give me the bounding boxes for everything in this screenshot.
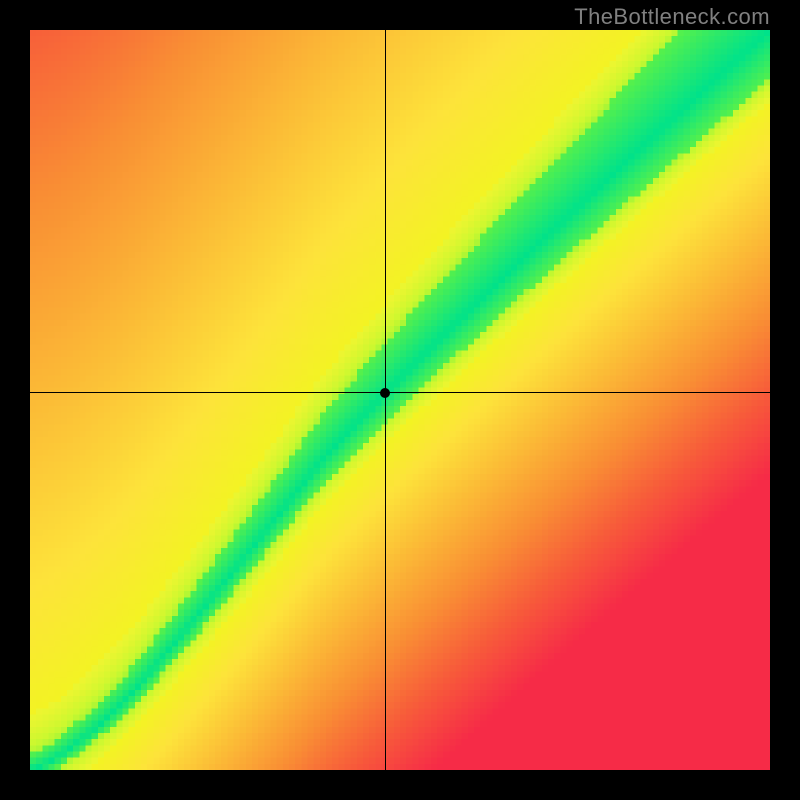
watermark-text: TheBottleneck.com	[574, 4, 770, 30]
crosshair-marker	[380, 388, 390, 398]
crosshair-horizontal	[30, 392, 770, 393]
heatmap-plot	[30, 30, 770, 770]
heatmap-canvas	[30, 30, 770, 770]
crosshair-vertical	[385, 30, 386, 770]
